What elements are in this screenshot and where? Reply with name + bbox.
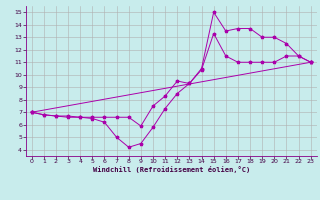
X-axis label: Windchill (Refroidissement éolien,°C): Windchill (Refroidissement éolien,°C) xyxy=(92,166,250,173)
